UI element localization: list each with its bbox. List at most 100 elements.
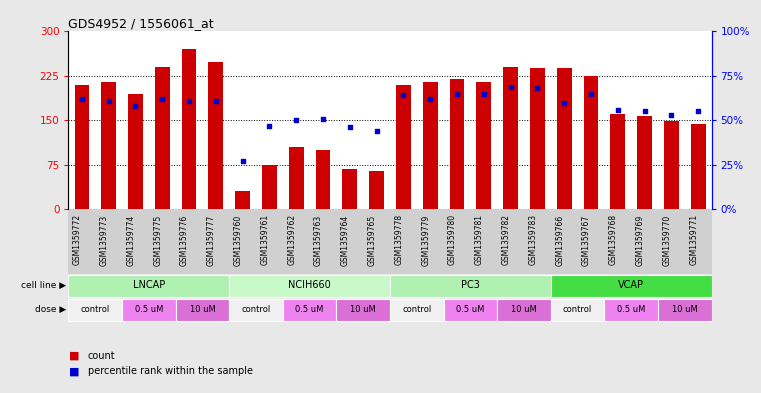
Point [317, 116, 329, 122]
Text: GSM1359769: GSM1359769 [635, 214, 645, 266]
Text: GSM1359781: GSM1359781 [475, 214, 484, 265]
Bar [369, 171, 384, 209]
Bar [75, 85, 89, 209]
Bar [691, 125, 705, 209]
Text: GSM1359760: GSM1359760 [234, 214, 243, 266]
Text: GSM1359764: GSM1359764 [341, 214, 350, 266]
Bar [423, 82, 438, 209]
Bar [68, 299, 122, 321]
Point [76, 96, 88, 102]
Point [424, 96, 436, 102]
Point [183, 97, 195, 104]
Bar [336, 299, 390, 321]
Text: 0.5 uM: 0.5 uM [135, 305, 163, 314]
Text: PC3: PC3 [461, 281, 480, 290]
Text: GSM1359779: GSM1359779 [421, 214, 430, 266]
Point [103, 97, 115, 104]
Bar [604, 299, 658, 321]
Text: GSM1359775: GSM1359775 [153, 214, 162, 266]
Point [692, 108, 704, 115]
Text: LNCAP: LNCAP [132, 281, 165, 290]
Bar [342, 169, 357, 209]
Text: count: count [88, 351, 115, 361]
Point [531, 85, 543, 92]
Bar [584, 76, 598, 209]
Text: GSM1359766: GSM1359766 [556, 214, 564, 266]
Bar [637, 116, 652, 209]
Bar [316, 150, 330, 209]
Point [585, 90, 597, 97]
Text: control: control [402, 305, 431, 314]
Text: GSM1359773: GSM1359773 [100, 214, 109, 266]
Text: 10 uM: 10 uM [672, 305, 698, 314]
Point [397, 92, 409, 99]
Text: GSM1359776: GSM1359776 [180, 214, 189, 266]
Bar [155, 67, 170, 209]
Bar [664, 121, 679, 209]
Text: GSM1359763: GSM1359763 [314, 214, 323, 266]
Bar [610, 114, 625, 209]
Point [129, 103, 142, 109]
Text: control: control [563, 305, 592, 314]
Bar [530, 68, 545, 209]
Bar [503, 67, 518, 209]
Text: ■: ■ [68, 351, 79, 361]
Bar [497, 299, 551, 321]
Text: ■: ■ [68, 366, 79, 376]
Bar [235, 191, 250, 209]
Bar [450, 79, 464, 209]
Bar [229, 275, 390, 297]
Text: NCIH660: NCIH660 [288, 281, 331, 290]
Point [371, 128, 383, 134]
Bar [229, 299, 283, 321]
Bar [658, 299, 712, 321]
Point [451, 90, 463, 97]
Text: GSM1359782: GSM1359782 [501, 214, 511, 265]
Bar [551, 275, 712, 297]
Point [558, 99, 570, 106]
Text: control: control [81, 305, 110, 314]
Text: 10 uM: 10 uM [511, 305, 537, 314]
Point [290, 117, 302, 123]
Text: GSM1359783: GSM1359783 [528, 214, 537, 265]
Text: cell line ▶: cell line ▶ [21, 281, 65, 290]
Bar [390, 299, 444, 321]
Point [612, 107, 624, 113]
Text: 0.5 uM: 0.5 uM [456, 305, 485, 314]
Bar [557, 68, 572, 209]
Point [638, 108, 651, 115]
Point [665, 112, 677, 118]
Text: GSM1359780: GSM1359780 [448, 214, 457, 265]
Text: GSM1359772: GSM1359772 [73, 214, 82, 265]
Bar [176, 299, 229, 321]
Bar [283, 299, 336, 321]
Point [210, 97, 222, 104]
Point [478, 90, 490, 97]
Text: GSM1359770: GSM1359770 [662, 214, 671, 266]
Bar [68, 275, 229, 297]
Text: VCAP: VCAP [618, 281, 644, 290]
Text: 10 uM: 10 uM [350, 305, 376, 314]
Bar [122, 299, 176, 321]
Text: GSM1359778: GSM1359778 [394, 214, 403, 265]
Bar [390, 275, 551, 297]
Point [156, 96, 168, 102]
Text: GSM1359765: GSM1359765 [368, 214, 377, 266]
Text: GSM1359767: GSM1359767 [582, 214, 591, 266]
Text: GSM1359762: GSM1359762 [287, 214, 296, 265]
Text: percentile rank within the sample: percentile rank within the sample [88, 366, 253, 376]
Text: GSM1359774: GSM1359774 [126, 214, 135, 266]
Bar [289, 147, 304, 209]
Text: GSM1359761: GSM1359761 [260, 214, 269, 265]
Bar [444, 299, 497, 321]
Text: control: control [241, 305, 271, 314]
Text: 0.5 uM: 0.5 uM [295, 305, 324, 314]
Point [344, 124, 356, 130]
Bar [476, 82, 491, 209]
Bar [182, 49, 196, 209]
Bar [551, 299, 604, 321]
Text: GDS4952 / 1556061_at: GDS4952 / 1556061_at [68, 17, 214, 30]
Bar [262, 165, 277, 209]
Bar [396, 85, 411, 209]
Bar [209, 62, 223, 209]
